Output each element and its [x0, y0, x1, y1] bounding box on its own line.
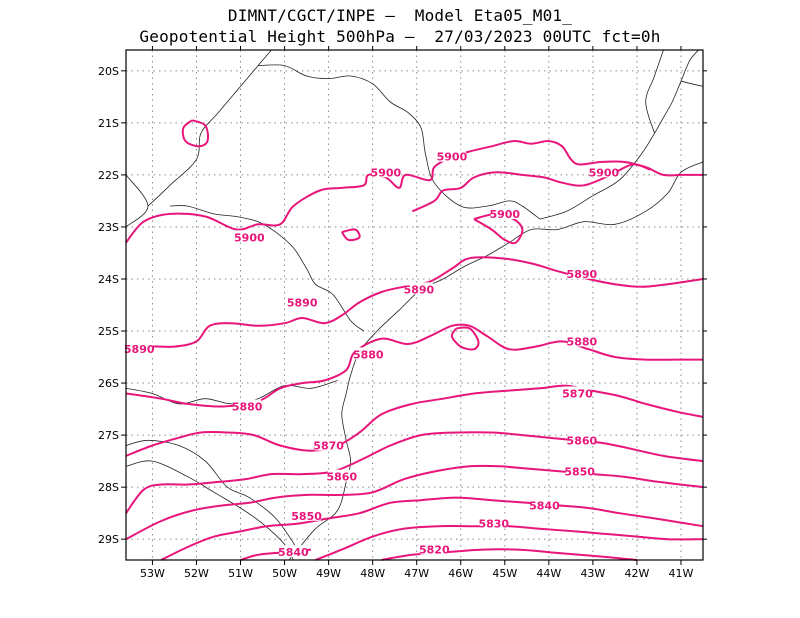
contour-label-bg — [279, 545, 308, 558]
contour-label-bg — [530, 498, 559, 511]
contour-label-bg — [567, 433, 596, 446]
boundary-state-border-pr-sc — [125, 380, 338, 405]
contour-label-bg — [235, 230, 264, 243]
contour-lines — [125, 119, 704, 561]
contour-label: 5890 — [404, 283, 435, 296]
x-tick-label: 46W — [448, 567, 473, 580]
contour-label: 5890 — [287, 296, 318, 309]
contour-label: 5900 — [234, 231, 265, 244]
contour-label: 5880 — [232, 400, 263, 413]
contour-label-bg — [567, 334, 596, 347]
contour-5890 — [125, 256, 704, 353]
contour-label: 5900 — [489, 208, 520, 221]
contour-label: 5900 — [371, 166, 402, 179]
x-tick-label: 49W — [316, 567, 341, 580]
contour-label: 5890 — [567, 268, 598, 281]
y-tick-label: 26S — [98, 377, 119, 390]
x-tick-label: 41W — [669, 567, 694, 580]
contour-label: 5890 — [124, 343, 155, 356]
y-tick-label: 23S — [98, 221, 119, 234]
contour-5870 — [125, 384, 704, 457]
contour-5880 — [450, 326, 480, 351]
contour-label: 5820 — [419, 544, 450, 557]
contour-label-bg — [327, 469, 356, 482]
contour-label: 5850 — [564, 466, 595, 479]
boundary-mg-ba-border — [645, 49, 664, 134]
boundary-state-border-sp-north — [258, 64, 541, 220]
x-tick-label: 47W — [404, 567, 429, 580]
contour-label: 5880 — [353, 348, 384, 361]
map-boundaries — [125, 49, 704, 561]
contour-label-bg — [292, 508, 321, 521]
contour-label: 5870 — [562, 387, 593, 400]
x-tick-label: 43W — [580, 567, 605, 580]
contour-label-bg — [354, 347, 383, 360]
contour-label: 5870 — [313, 440, 344, 453]
y-tick-label: 20S — [98, 65, 119, 78]
contour-label-bg — [233, 399, 262, 412]
boundary-state-border-pr-sp — [169, 205, 365, 332]
map-subtitle: Geopotential Height 500hPa – 27/03/2023 … — [139, 27, 661, 46]
x-tick-label: 53W — [140, 567, 165, 580]
map-title: DIMNT/CGCT/INPE – Model Eta05_M01_ — [227, 6, 573, 25]
contour-label-bg — [589, 165, 618, 178]
x-tick-label: 52W — [184, 567, 209, 580]
contour-5900 — [340, 228, 361, 242]
x-tick-label: 44W — [536, 567, 561, 580]
y-tick-label: 21S — [98, 117, 119, 130]
contour-label-bg — [371, 165, 400, 178]
contour-label-bg — [125, 342, 154, 355]
contour-label: 5880 — [567, 335, 598, 348]
x-tick-label: 48W — [360, 567, 385, 580]
contour-label: 5850 — [291, 510, 322, 523]
contour-label: 5840 — [529, 499, 560, 512]
contour-label-bg — [314, 438, 343, 451]
contour-label-bg — [490, 206, 519, 219]
contour-5840 — [160, 496, 704, 561]
boundary-argentina-border — [125, 439, 299, 550]
boundary-state-border-mg-sp — [147, 49, 272, 207]
contour-label-bg — [479, 516, 508, 529]
boundary-ba-es-border — [680, 80, 704, 87]
boundary-state-border-mg-rj-es — [539, 49, 699, 220]
map-frame — [125, 49, 704, 561]
x-tick-label: 50W — [272, 567, 297, 580]
y-tick-label: 22S — [98, 169, 119, 182]
grid-lines — [126, 50, 703, 560]
contour-label-bg — [567, 266, 596, 279]
y-tick-label: 24S — [98, 273, 119, 286]
y-tick-label: 25S — [98, 325, 119, 338]
y-tick-label: 27S — [98, 429, 119, 442]
contour-5900 — [125, 140, 703, 244]
contour-label-bg — [563, 386, 592, 399]
contour-label-bg — [565, 464, 594, 477]
contour-label: 5900 — [589, 166, 620, 179]
contour-label: 5840 — [278, 546, 309, 559]
x-tick-label: 51W — [228, 567, 253, 580]
contour-label: 5900 — [437, 151, 468, 164]
contour-label-bg — [404, 282, 433, 295]
contour-labels: 5900 5900 5900 5900 5900 5890 5890 5890 5890 5880… — [124, 149, 620, 559]
contour-label: 5860 — [567, 434, 598, 447]
contour-label: 5860 — [327, 471, 358, 484]
boundary-ms-border — [125, 174, 149, 228]
y-tick-label: 29S — [98, 533, 119, 546]
contour-5830 — [315, 524, 704, 561]
contour-5900 — [181, 119, 209, 148]
axes: 53W 52W 51W 50W 49W 48W 47W 46W 45W 44W 43W 42W 41W 2… — [98, 46, 707, 580]
contour-label-bg — [437, 149, 466, 162]
contour-label-bg — [288, 295, 317, 308]
contour-5880 — [125, 323, 703, 408]
y-tick-label: 28S — [98, 481, 119, 494]
x-tick-label: 42W — [624, 567, 649, 580]
boundary-state-border-sc-rs — [125, 460, 294, 561]
x-tick-label: 45W — [492, 567, 517, 580]
contour-label-bg — [420, 542, 449, 555]
contour-label: 5830 — [478, 518, 509, 531]
